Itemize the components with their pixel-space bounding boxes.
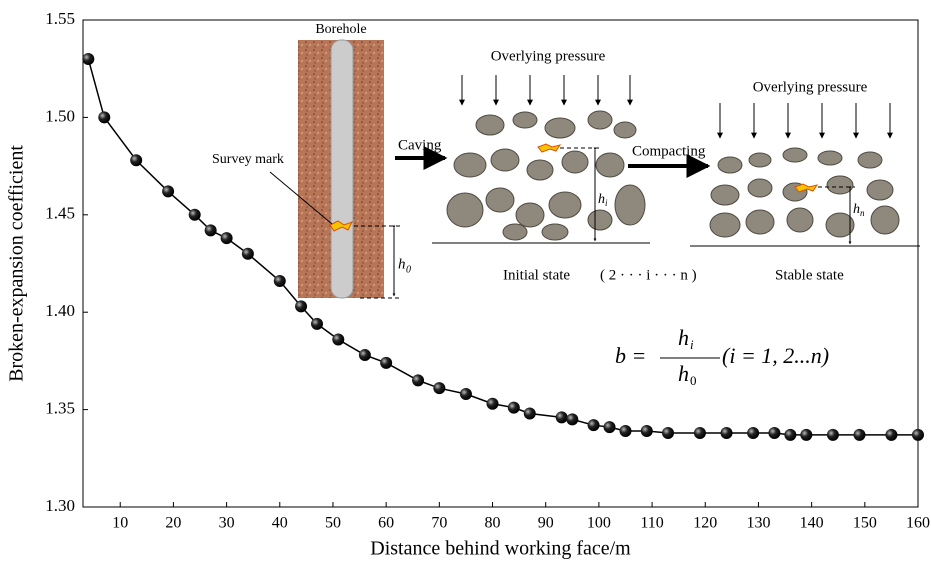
data-point xyxy=(221,232,233,244)
x-tick-label: 60 xyxy=(378,515,394,532)
y-tick-label: 1.40 xyxy=(45,301,75,320)
data-point xyxy=(566,413,578,425)
x-tick-label: 40 xyxy=(272,515,288,532)
data-point xyxy=(433,382,445,394)
y-tick-label: 1.55 xyxy=(45,9,75,28)
data-point xyxy=(747,427,759,439)
data-point xyxy=(853,429,865,441)
data-point xyxy=(162,185,174,197)
annotation: 0 xyxy=(406,264,411,275)
data-point xyxy=(205,224,217,236)
data-point xyxy=(827,429,839,441)
annotation: h xyxy=(678,325,689,350)
annotation: i xyxy=(605,198,608,208)
data-point xyxy=(641,425,653,437)
x-tick-label: 20 xyxy=(165,515,181,532)
x-tick-label: 70 xyxy=(431,515,447,532)
data-point xyxy=(800,429,812,441)
annotation: h xyxy=(598,192,605,207)
x-tick-label: 110 xyxy=(640,515,663,532)
x-tick-label: 30 xyxy=(219,515,235,532)
data-point xyxy=(721,427,733,439)
data-point xyxy=(460,388,472,400)
annotation: h xyxy=(398,256,406,272)
annotation: n xyxy=(860,208,865,218)
data-point xyxy=(189,209,201,221)
annotation: Overlying pressure xyxy=(491,48,606,64)
data-point xyxy=(508,402,520,414)
data-point xyxy=(295,300,307,312)
data-point xyxy=(98,111,110,123)
chart: 10 20 30 40 50 60 70 80 90 100 110 120 130 140 150 160 1… xyxy=(0,0,931,568)
data-point xyxy=(487,398,499,410)
annotation: Overlying pressure xyxy=(753,79,868,95)
annotation: b = xyxy=(615,343,646,368)
data-point xyxy=(662,427,674,439)
data-point xyxy=(588,419,600,431)
annotation: Survey mark xyxy=(212,152,284,167)
annotation: Initial state xyxy=(503,267,570,283)
data-point xyxy=(380,357,392,369)
y-tick-label: 1.50 xyxy=(45,106,75,125)
x-tick-label: 50 xyxy=(325,515,341,532)
annotation: h xyxy=(678,361,689,386)
survey-mark-icon xyxy=(538,144,560,152)
x-tick-label: 100 xyxy=(587,515,611,532)
data-point xyxy=(885,429,897,441)
annotation: Borehole xyxy=(315,22,366,37)
y-tick-label: 1.45 xyxy=(45,204,75,223)
rubble xyxy=(710,148,899,237)
x-tick-label: 80 xyxy=(485,515,501,532)
data-point xyxy=(524,407,536,419)
data-point xyxy=(694,427,706,439)
y-tick-label: 1.35 xyxy=(45,399,75,418)
x-axis-label: Distance behind working face/m xyxy=(370,538,631,560)
data-point xyxy=(784,429,796,441)
rubble xyxy=(447,111,645,240)
x-tick-label: 120 xyxy=(693,515,717,532)
data-point xyxy=(556,411,568,423)
data-point xyxy=(619,425,631,437)
annotation: 0 xyxy=(690,373,697,388)
annotation: Compacting xyxy=(632,143,706,159)
annotation: (i = 1, 2...n) xyxy=(722,343,829,368)
data-point xyxy=(359,349,371,361)
data-point xyxy=(912,429,924,441)
borehole-pipe xyxy=(331,40,353,298)
annotation: Caving xyxy=(398,137,442,153)
x-tick-label: 90 xyxy=(538,515,554,532)
annotation: Stable state xyxy=(775,267,844,283)
x-tick-label: 140 xyxy=(800,515,824,532)
data-point xyxy=(82,53,94,65)
x-tick-label: 150 xyxy=(853,515,877,532)
data-point xyxy=(768,427,780,439)
annotation: i xyxy=(690,337,694,352)
data-point xyxy=(311,318,323,330)
y-axis-label: Broken-expansion coefficient xyxy=(6,145,28,382)
annotation: h xyxy=(853,202,860,217)
data-point xyxy=(130,154,142,166)
data-point xyxy=(332,333,344,345)
y-tick-label: 1.30 xyxy=(45,496,75,515)
x-tick-label: 10 xyxy=(112,515,128,532)
annotation: ( 2 · · · i · · · n ) xyxy=(600,267,697,283)
data-point xyxy=(242,248,254,260)
data-point xyxy=(412,374,424,386)
x-tick-label: 160 xyxy=(906,515,930,532)
series-line xyxy=(88,59,918,435)
data-point xyxy=(604,421,616,433)
x-tick-label: 130 xyxy=(746,515,770,532)
data-point xyxy=(274,275,286,287)
